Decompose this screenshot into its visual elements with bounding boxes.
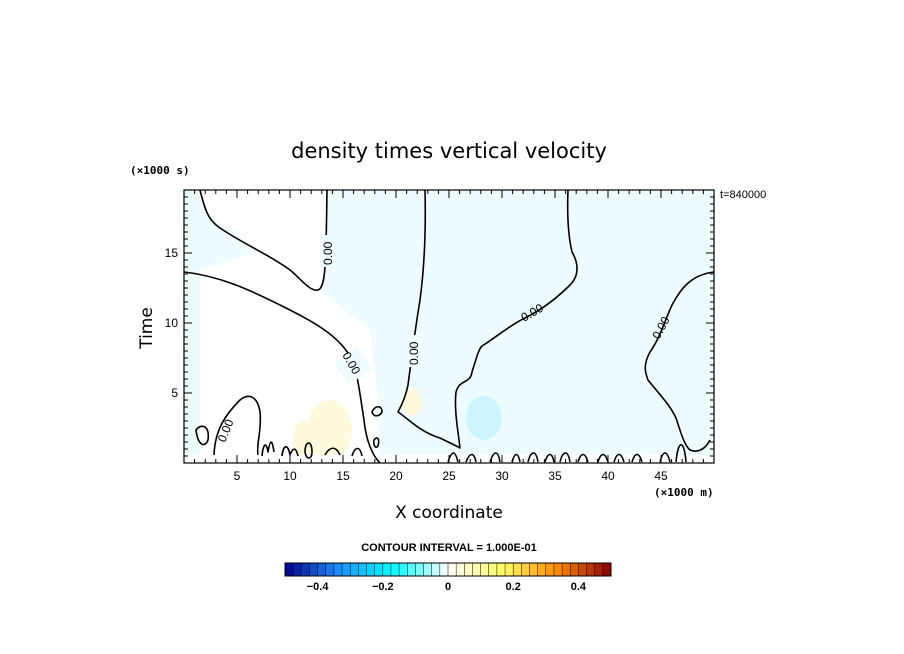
- fill-positive-blob-3: [402, 388, 422, 416]
- colorbar-swatch: [293, 563, 302, 576]
- colorbar-swatch: [464, 563, 473, 576]
- x-tick-label: 25: [442, 469, 456, 483]
- colorbar-tick-label: 0.4: [571, 581, 587, 593]
- contour-blob: [351, 447, 363, 457]
- colorbar-swatch: [325, 563, 335, 576]
- colorbar-swatch: [431, 563, 441, 576]
- colorbar-swatch: [529, 563, 538, 576]
- colorbar-swatch: [496, 563, 506, 576]
- colorbar-swatch: [586, 563, 595, 576]
- y-tick-label: 5: [171, 386, 178, 400]
- colorbar-swatch: [407, 563, 416, 576]
- colorbar-swatch: [350, 563, 359, 576]
- colorbar-swatch: [480, 563, 490, 576]
- fill-layer: [184, 190, 714, 463]
- plot-area: 0.00 0.00 0.00 0.00 0.00 0.00 5 10 15 20 25 3…: [165, 189, 715, 483]
- colorbar-swatch: [285, 563, 294, 576]
- contour-blob: [261, 441, 275, 457]
- colorbar-frame: [284, 562, 612, 577]
- colorbar-tick-label: −0.4: [307, 581, 330, 593]
- contour-blob: [304, 442, 313, 459]
- x-axis-title: X coordinate: [395, 503, 503, 523]
- colorbar-swatch: [448, 563, 457, 576]
- colorbar-swatch: [578, 563, 587, 576]
- x-tick-label: 45: [654, 469, 668, 483]
- colorbar-swatch: [399, 563, 408, 576]
- chart-title: density times vertical velocity: [291, 139, 607, 163]
- contour-layer: [184, 190, 714, 463]
- colorbar-swatch: [570, 563, 579, 576]
- colorbar-swatch: [537, 563, 547, 576]
- contour-label: 0.00: [407, 341, 421, 365]
- contour-blob: [324, 447, 341, 456]
- contour-blob: [213, 395, 262, 456]
- contour-blob: [195, 425, 210, 446]
- x-tick-label: 40: [601, 469, 615, 483]
- contour-blob: [371, 405, 383, 417]
- contour-blob: [447, 443, 687, 463]
- colorbar-swatch: [390, 563, 400, 576]
- contour-blob: [373, 437, 380, 448]
- x-unit-label: (×1000 m): [654, 486, 714, 499]
- colorbar-swatch: [602, 563, 612, 576]
- timestamp-label: t=840000: [720, 189, 766, 201]
- colorbar-swatch: [374, 563, 384, 576]
- colorbar-tick-label: 0: [445, 581, 451, 593]
- colorbar-swatch: [301, 563, 310, 576]
- colorbar-swatch: [415, 563, 424, 576]
- colorbar-swatch: [594, 563, 604, 576]
- colorbar-swatch: [358, 563, 367, 576]
- colorbar-swatch: [366, 563, 375, 576]
- colorbar-swatch: [521, 563, 530, 576]
- x-tick-label: 10: [283, 469, 297, 483]
- colorbar-swatch: [513, 563, 522, 576]
- colorbar-swatch: [456, 563, 465, 576]
- fill-positive-blob-1: [308, 400, 352, 460]
- colorbar-swatch: [505, 563, 514, 576]
- colorbar-swatch: [545, 563, 555, 576]
- colorbar-swatch: [553, 563, 563, 576]
- x-tick-label: 20: [389, 469, 403, 483]
- colorbar-tick-label: 0.2: [506, 581, 521, 593]
- colorbar-swatch: [342, 563, 351, 576]
- x-tick-label: 5: [234, 469, 241, 483]
- fill-positive-upper-left: [184, 190, 326, 290]
- y-tick-label: 10: [165, 316, 179, 330]
- colorbar-swatch: [317, 563, 327, 576]
- contour-interval-label: CONTOUR INTERVAL = 1.000E-01: [361, 542, 537, 554]
- colorbar: −0.4 −0.2 0 0.2 0.4: [284, 562, 612, 593]
- colorbar-swatch: [333, 563, 343, 576]
- contour-line: [184, 271, 381, 463]
- x-tick-label: 35: [548, 469, 562, 483]
- colorbar-swatch: [309, 563, 318, 576]
- colorbar-swatch: [488, 563, 498, 576]
- contour-line: [644, 271, 714, 452]
- x-tick-label: 15: [336, 469, 350, 483]
- colorbar-swatch: [423, 563, 432, 576]
- contour-label: 0.00: [321, 241, 335, 265]
- contour-line: [199, 190, 328, 291]
- colorbar-swatch: [472, 563, 481, 576]
- colorbar-swatch: [382, 563, 392, 576]
- y-unit-label: (×1000 s): [130, 164, 190, 177]
- colorbar-swatch: [562, 563, 571, 576]
- y-tick-label: 15: [165, 246, 179, 260]
- axis-ticks: 5 10 15 20 25 30 35 40 45 5 10 15: [165, 189, 715, 483]
- colorbar-tick-label: −0.2: [372, 581, 394, 593]
- colorbar-swatch: [439, 563, 449, 576]
- fill-negative-blob: [466, 396, 502, 440]
- x-tick-label: 30: [495, 469, 509, 483]
- fill-positive-blob-2: [293, 420, 317, 460]
- y-axis-title: Time: [137, 307, 157, 350]
